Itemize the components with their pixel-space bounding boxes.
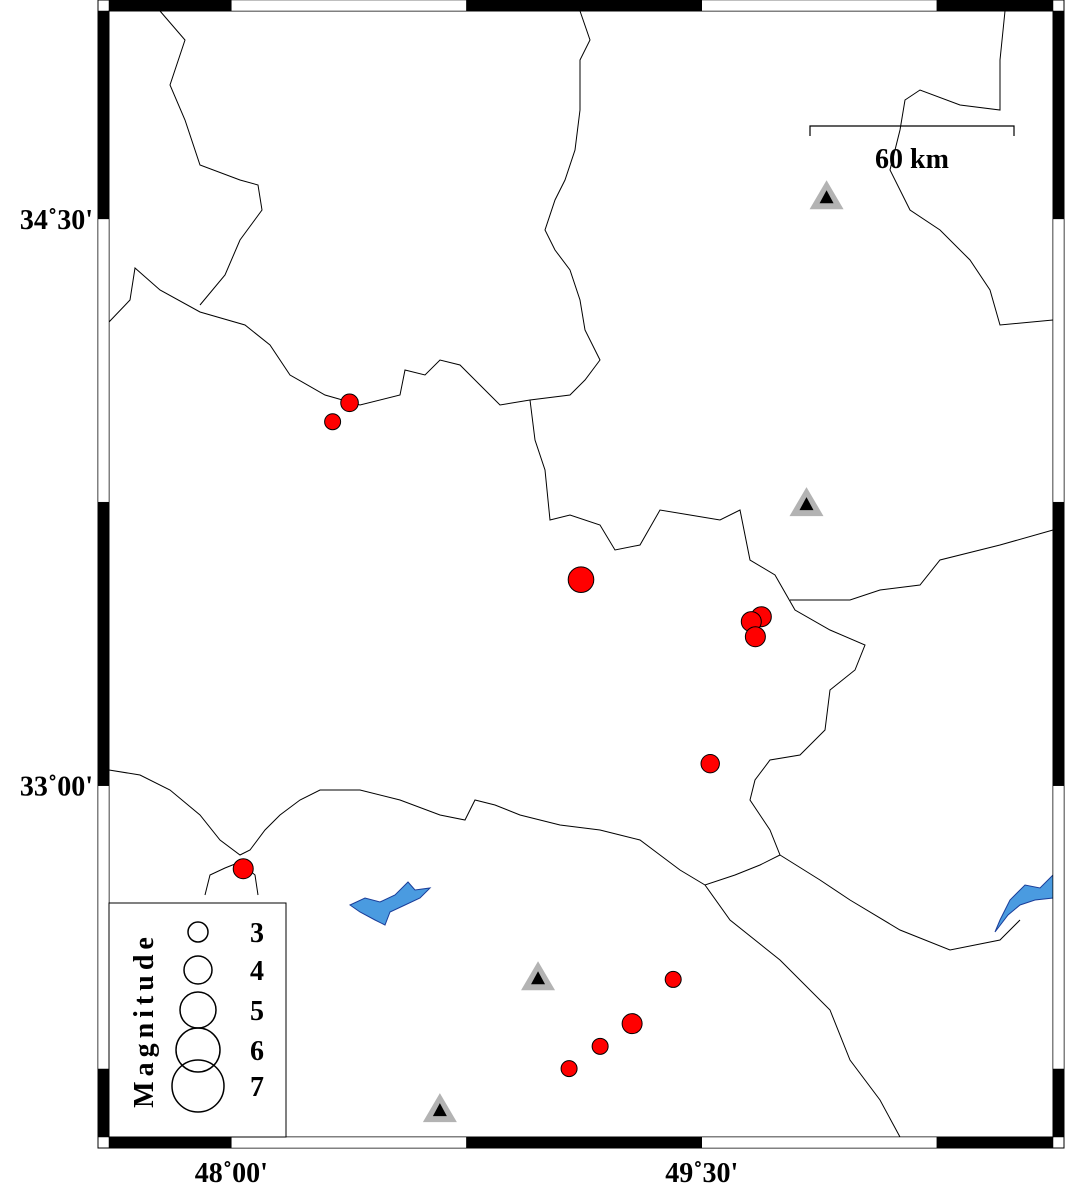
frame-segment <box>1052 501 1065 786</box>
tick-labels: 48˚00' 49˚30' 34˚30' 33˚00' <box>20 205 738 1188</box>
earthquake-event <box>567 566 595 593</box>
legend-symbol <box>175 1027 221 1073</box>
earthquake-event <box>591 1037 609 1055</box>
frame-segment <box>231 0 467 12</box>
frame-segment <box>108 0 232 12</box>
stations-layer <box>422 180 844 1123</box>
station-triangle-icon <box>809 180 844 210</box>
lon-tick-label: 49˚30' <box>665 1158 738 1188</box>
border-line <box>790 529 1054 601</box>
border-line <box>204 861 259 896</box>
station-triangle-icon <box>521 961 556 991</box>
border-line <box>889 10 1054 326</box>
frame-segment <box>231 1136 467 1149</box>
earthquake-event <box>744 626 766 648</box>
legend-label: 7 <box>250 1072 264 1103</box>
earthquake-event <box>664 970 682 988</box>
legend-title: Magnitude <box>129 932 160 1108</box>
border-line <box>779 854 1021 951</box>
earthquake-event <box>324 413 342 431</box>
frame-segment <box>466 1136 702 1149</box>
lat-tick-label: 33˚00' <box>20 772 93 803</box>
map-frame <box>97 0 1065 1149</box>
earthquake-event <box>232 858 254 880</box>
legend-label: 6 <box>250 1036 264 1067</box>
province-borders <box>108 10 1054 1138</box>
scale-bar: 60 km <box>809 125 1015 175</box>
frame-segment <box>701 1136 938 1149</box>
scale-bar-label: 60 km <box>875 144 949 175</box>
frame-segment <box>1052 10 1065 220</box>
events-layer <box>232 393 772 1078</box>
frame-segment <box>701 0 938 12</box>
frame-segment <box>97 1068 110 1138</box>
legend: Magnitude 3 4 5 6 7 <box>108 902 287 1138</box>
legend-label: 3 <box>250 918 264 949</box>
border-line <box>108 10 601 406</box>
station-triangle-icon <box>422 1093 457 1123</box>
frame-segment <box>1052 785 1065 1070</box>
earthquake-event <box>621 1013 643 1035</box>
legend-label: 4 <box>250 956 264 987</box>
frame-segment <box>936 0 1054 12</box>
border-line <box>108 399 866 886</box>
lake <box>994 873 1054 933</box>
frame-segment <box>1052 1068 1065 1138</box>
frame-segment <box>97 785 110 1070</box>
legend-symbol <box>183 955 213 985</box>
frame-segment <box>1052 218 1065 503</box>
lon-tick-label: 48˚00' <box>195 1158 268 1188</box>
legend-label: 5 <box>250 996 264 1027</box>
border-line <box>704 884 901 1138</box>
border-line <box>159 10 263 306</box>
legend-symbol <box>187 921 209 943</box>
frame-segment <box>108 1136 232 1149</box>
earthquake-event <box>700 753 720 774</box>
lake <box>349 881 432 926</box>
frame-segment <box>97 501 110 786</box>
frame-segment <box>936 1136 1054 1149</box>
frame-segment <box>466 0 702 12</box>
frame-segment <box>97 10 110 220</box>
lat-tick-label: 34˚30' <box>20 205 93 236</box>
station-triangle-icon <box>789 487 824 517</box>
earthquake-event <box>560 1060 578 1078</box>
earthquake-event <box>340 393 359 413</box>
frame-segment <box>97 218 110 503</box>
legend-symbol <box>171 1059 225 1113</box>
